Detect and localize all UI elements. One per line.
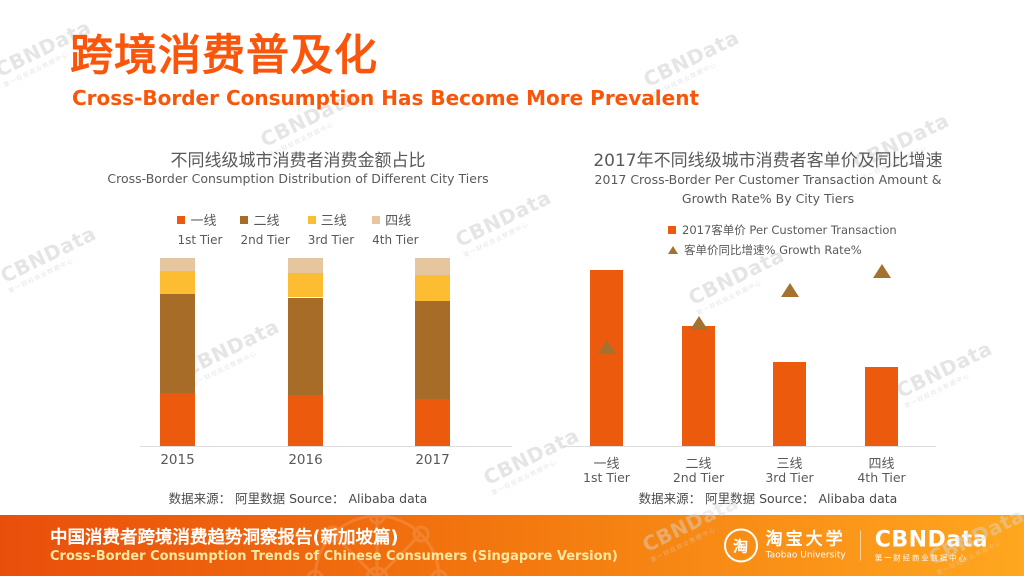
footer-bar: 中国消费者跨境消费趋势洞察报告(新加坡篇) Cross-Border Consu… bbox=[0, 515, 1024, 576]
x-axis-label: 2017 bbox=[415, 452, 450, 468]
legend-swatch bbox=[372, 215, 381, 224]
bar bbox=[773, 361, 806, 446]
x-axis-label: 三线 bbox=[776, 457, 803, 472]
bar-segment bbox=[160, 293, 195, 394]
growth-triangle-marker bbox=[597, 340, 616, 355]
ferris-wheel-decoration bbox=[306, 515, 448, 576]
left-chart-legend: 一线 1st Tier 二线 2nd Tier 三线 3rd Tier 四线 4th Tier bbox=[88, 210, 508, 247]
bar bbox=[865, 366, 898, 446]
legend-label: 三线 bbox=[320, 214, 347, 229]
x-axis-label: 四线 bbox=[868, 457, 895, 472]
bar bbox=[590, 270, 623, 446]
taobao-university-label-en: Taobao University bbox=[765, 550, 846, 561]
x-axis-label-en: 2nd Tier bbox=[672, 470, 725, 485]
page-subtitle: Cross-Border Consumption Has Become More… bbox=[72, 86, 700, 110]
x-axis-label-en: 1st Tier bbox=[583, 470, 630, 485]
legend-label: 四线 bbox=[385, 214, 412, 229]
bar-segment bbox=[415, 258, 450, 275]
growth-triangle-marker bbox=[872, 264, 891, 279]
bar-segment bbox=[160, 271, 195, 294]
right-chart-subtitle-line2: Growth Rate% By City Tiers bbox=[681, 191, 855, 206]
x-axis-label: 2016 bbox=[288, 452, 323, 468]
legend-square-swatch bbox=[668, 226, 676, 234]
footer-divider bbox=[859, 530, 861, 561]
legend-label-en: 3rd Tier bbox=[307, 233, 355, 247]
taobao-university-logo: 淘 淘宝大学 Taobao University bbox=[723, 528, 846, 563]
legend-item: 三线 3rd Tier bbox=[307, 210, 355, 247]
legend-label-en: 4th Tier bbox=[372, 233, 419, 247]
x-axis-label-en: 4th Tier bbox=[857, 470, 906, 485]
x-axis-label: 一线 bbox=[593, 457, 620, 472]
taobao-icon: 淘 bbox=[723, 528, 758, 563]
footer-report-title-en: Cross-Border Consumption Trends of Chine… bbox=[50, 549, 618, 564]
bar-segment bbox=[160, 258, 195, 272]
legend-swatch bbox=[240, 215, 249, 224]
growth-triangle-marker bbox=[689, 315, 708, 330]
legend-item: 一线 1st Tier bbox=[177, 210, 222, 247]
bar-triangle-chart: 2017年不同线级城市消费者客单价及同比增速 2017 Cross-Border… bbox=[553, 146, 983, 512]
growth-triangle-marker bbox=[780, 283, 799, 298]
cbndata-wordmark: CBNData bbox=[874, 526, 988, 552]
footer-logos: 淘 淘宝大学 Taobao University CBNData 第一财经商业数… bbox=[723, 528, 988, 563]
right-source-note: 数据来源： 阿里数据 Source： Alibaba data bbox=[638, 491, 898, 506]
bar-segment bbox=[415, 399, 450, 446]
legend-label: 客单价同比增速% Growth Rate% bbox=[684, 243, 862, 257]
legend-label: 一线 bbox=[190, 214, 217, 229]
bar-segment bbox=[415, 301, 450, 399]
bar-segment bbox=[288, 395, 323, 446]
x-axis-label-en: 3rd Tier bbox=[765, 470, 814, 485]
legend-label: 2017客单价 Per Customer Transaction bbox=[682, 223, 897, 237]
right-chart-title: 2017年不同线级城市消费者客单价及同比增速 bbox=[593, 151, 943, 171]
legend-item: 二线 2nd Tier bbox=[240, 210, 290, 247]
page-title: 跨境消费普及化 bbox=[70, 31, 378, 81]
right-chart-plot-area: 一线 1st Tier 二线 2nd Tier 三线 3rd Tier 四线 4th Tier bbox=[563, 256, 936, 485]
x-axis-label: 二线 bbox=[685, 457, 712, 472]
bar-segment bbox=[160, 393, 195, 446]
cbndata-logo: CBNData 第一财经商业数据中心 bbox=[875, 528, 988, 563]
left-source-note: 数据来源： 阿里数据 Source： Alibaba data bbox=[168, 491, 428, 506]
bar bbox=[682, 326, 715, 446]
stacked-bar-chart: 不同线级城市消费者消费金额占比 Cross-Border Consumption… bbox=[88, 146, 512, 512]
legend-label: 二线 bbox=[253, 214, 280, 229]
legend-item: 客单价同比增速% Growth Rate% bbox=[668, 242, 897, 258]
legend-label-en: 1st Tier bbox=[177, 233, 223, 247]
legend-triangle-swatch bbox=[668, 246, 678, 254]
legend-swatch bbox=[307, 215, 316, 224]
legend-item: 四线 4th Tier bbox=[372, 210, 419, 247]
bar-segment bbox=[288, 273, 323, 298]
right-chart-legend: 2017客单价 Per Customer Transaction 客单价同比增速%… bbox=[668, 222, 897, 262]
taobao-university-label: 淘宝大学 bbox=[765, 529, 846, 550]
left-chart-title: 不同线级城市消费者消费金额占比 bbox=[170, 151, 426, 171]
footer-report-title-zh: 中国消费者跨境消费趋势洞察报告(新加坡篇) bbox=[50, 528, 399, 548]
legend-swatch bbox=[177, 215, 186, 224]
bar-segment bbox=[415, 274, 450, 302]
bar-segment bbox=[288, 258, 323, 274]
x-axis-label: 2015 bbox=[160, 452, 195, 468]
left-chart-subtitle: Cross-Border Consumption Distribution of… bbox=[107, 171, 489, 186]
legend-item: 2017客单价 Per Customer Transaction bbox=[668, 222, 897, 238]
left-chart-plot-area: 2015 2016 2017 bbox=[140, 256, 512, 468]
legend-label-en: 2nd Tier bbox=[240, 233, 290, 247]
right-chart-subtitle-line1: 2017 Cross-Border Per Customer Transacti… bbox=[594, 172, 942, 187]
bar-segment bbox=[288, 297, 323, 396]
cbndata-wordmark-sub: 第一财经商业数据中心 bbox=[874, 553, 968, 563]
